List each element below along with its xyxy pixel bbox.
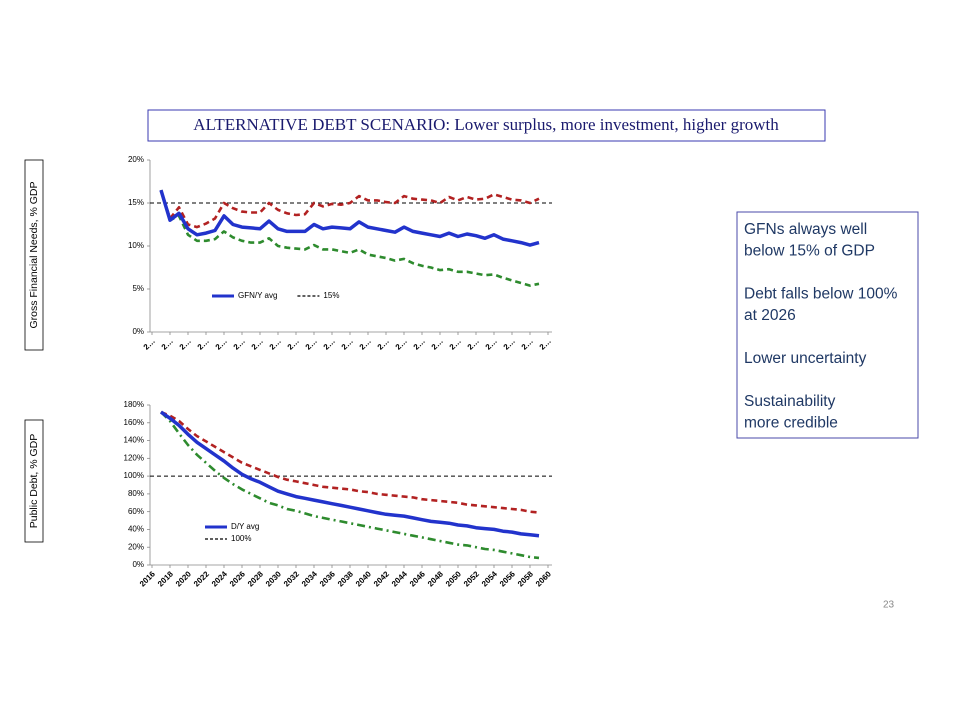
x-tick-label: 2016 <box>138 569 157 588</box>
series-line <box>160 411 540 560</box>
x-tick-label: 2034 <box>300 569 319 588</box>
x-tick-label: 2040 <box>354 569 373 588</box>
y-tick-label: 5% <box>132 284 144 293</box>
x-tick-label: 2048 <box>426 569 445 588</box>
x-tick-label: 2018 <box>156 569 175 588</box>
y-tick-label: 120% <box>124 453 144 462</box>
x-tick-label: 2… <box>214 337 229 352</box>
y-tick-label: 40% <box>128 525 144 534</box>
x-tick-label: 2… <box>376 337 391 352</box>
title-box <box>147 109 826 142</box>
x-tick-label: 2054 <box>480 569 499 588</box>
y-axis-label: Public Debt, % GDP <box>28 434 40 529</box>
x-tick-label: 2022 <box>192 569 211 588</box>
x-tick-label: 2… <box>448 337 463 352</box>
series-line <box>159 189 540 247</box>
x-tick-label: 2044 <box>390 569 409 588</box>
y-tick-label: 15% <box>128 198 144 207</box>
note-line: Debt falls below 100% <box>744 286 898 303</box>
series-line <box>159 189 540 229</box>
x-tick-label: 2060 <box>534 569 553 588</box>
x-tick-label: 2… <box>430 337 445 352</box>
note-line: at 2026 <box>744 307 796 324</box>
x-tick-label: 2… <box>502 337 517 352</box>
x-tick-label: 2028 <box>246 569 265 588</box>
x-tick-label: 2… <box>394 337 409 352</box>
x-tick-label: 2030 <box>264 569 283 588</box>
x-tick-label: 2… <box>268 337 283 352</box>
x-tick-label: 2038 <box>336 569 355 588</box>
ylabel-box <box>24 159 44 351</box>
y-tick-label: 100% <box>124 471 144 480</box>
series-line <box>159 189 540 287</box>
x-tick-label: 2… <box>538 337 553 352</box>
x-tick-label: 2… <box>250 337 265 352</box>
y-tick-label: 180% <box>124 400 144 409</box>
slide-title: ALTERNATIVE DEBT SCENARIO: Lower surplus… <box>193 115 779 134</box>
y-tick-label: 20% <box>128 155 144 164</box>
x-tick-label: 2… <box>196 337 211 352</box>
x-tick-label: 2026 <box>228 569 247 588</box>
y-tick-label: 0% <box>132 560 144 569</box>
x-tick-label: 2058 <box>516 569 535 588</box>
notes-box <box>736 211 919 439</box>
x-tick-label: 2… <box>520 337 535 352</box>
series-line <box>160 410 540 514</box>
x-tick-label: 2050 <box>444 569 463 588</box>
note-line: more credible <box>744 415 838 432</box>
x-tick-label: 2… <box>142 337 157 352</box>
x-tick-label: 2… <box>304 337 319 352</box>
x-tick-label: 2032 <box>282 569 301 588</box>
note-line: Sustainability <box>744 393 836 410</box>
y-tick-label: 80% <box>128 489 144 498</box>
x-tick-label: 2024 <box>210 569 229 588</box>
note-line: below 15% of GDP <box>744 243 875 260</box>
x-tick-label: 2… <box>466 337 481 352</box>
note-line: GFNs always well <box>744 221 867 238</box>
x-tick-label: 2… <box>412 337 427 352</box>
legend-label: GFN/Y avg <box>238 291 277 300</box>
series-line <box>160 410 540 538</box>
x-tick-label: 2… <box>178 337 193 352</box>
x-tick-label: 2052 <box>462 569 481 588</box>
x-tick-label: 2056 <box>498 569 517 588</box>
x-tick-label: 2… <box>232 337 247 352</box>
y-tick-label: 20% <box>128 542 144 551</box>
y-tick-label: 10% <box>128 241 144 250</box>
y-tick-label: 140% <box>124 436 144 445</box>
y-tick-label: 0% <box>132 327 144 336</box>
y-axis-label: Gross Financial Needs, % GDP <box>28 181 40 328</box>
legend-label: D/Y avg <box>231 522 259 531</box>
x-tick-label: 2… <box>160 337 175 352</box>
x-tick-label: 2… <box>286 337 301 352</box>
legend-label: 15% <box>323 291 339 300</box>
y-tick-label: 60% <box>128 507 144 516</box>
x-tick-label: 2… <box>322 337 337 352</box>
x-tick-label: 2… <box>358 337 373 352</box>
y-tick-label: 160% <box>124 418 144 427</box>
x-tick-label: 2… <box>340 337 355 352</box>
x-tick-label: 2020 <box>174 569 193 588</box>
x-tick-label: 2042 <box>372 569 391 588</box>
x-tick-label: 2… <box>484 337 499 352</box>
x-tick-label: 2046 <box>408 569 427 588</box>
ylabel-box <box>24 419 44 543</box>
page-number: 23 <box>883 600 895 611</box>
legend-label: 100% <box>231 534 251 543</box>
note-line: Lower uncertainty <box>744 350 867 367</box>
x-tick-label: 2036 <box>318 569 337 588</box>
